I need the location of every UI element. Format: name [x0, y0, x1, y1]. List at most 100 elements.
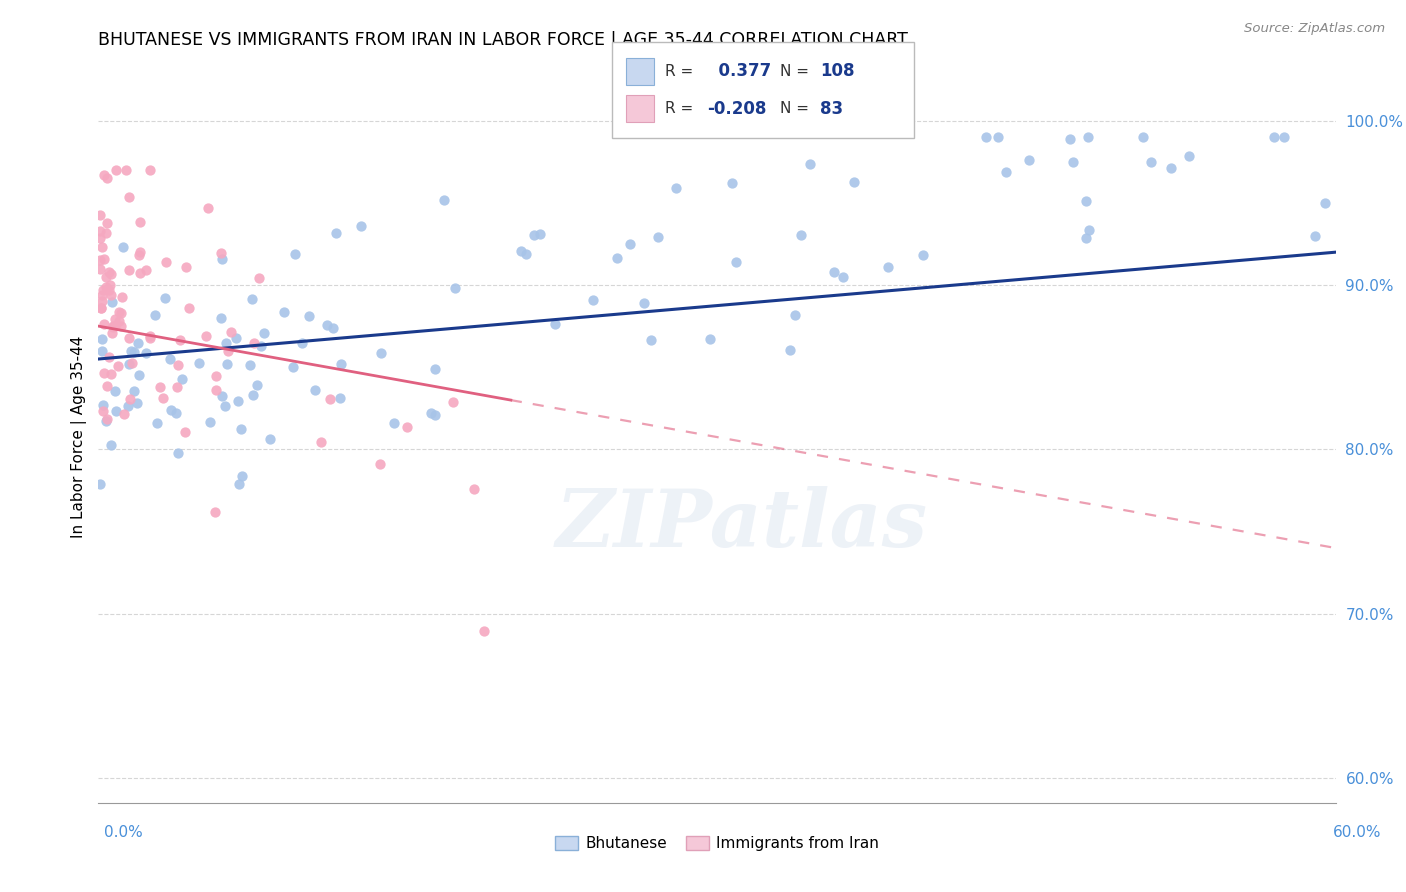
Point — [153, 291, 176, 305]
Point — [249, 270, 271, 285]
Point — [93, 366, 115, 380]
Point — [606, 252, 628, 266]
Point — [987, 130, 1010, 145]
Point — [229, 422, 252, 436]
Point — [510, 244, 533, 259]
Point — [111, 290, 134, 304]
Point — [239, 358, 262, 372]
Point — [665, 181, 688, 195]
Point — [1077, 222, 1099, 236]
Legend: Bhutanese, Immigrants from Iran: Bhutanese, Immigrants from Iran — [548, 830, 886, 857]
Point — [370, 346, 392, 360]
Point — [166, 358, 188, 372]
Point — [179, 301, 201, 315]
Point — [104, 404, 127, 418]
Point — [97, 284, 120, 298]
Point — [90, 301, 112, 315]
Point — [94, 414, 117, 428]
Point — [169, 334, 191, 348]
Point — [100, 438, 122, 452]
Point — [1074, 231, 1097, 245]
Point — [441, 395, 464, 409]
Point — [96, 412, 118, 426]
Point — [309, 435, 332, 450]
Text: 83: 83 — [820, 100, 842, 118]
Point — [699, 332, 721, 346]
Point — [93, 252, 115, 267]
Point — [633, 296, 655, 310]
Point — [304, 383, 326, 397]
Point — [91, 287, 114, 301]
Point — [1272, 130, 1295, 145]
Point — [101, 326, 124, 340]
Point — [1077, 130, 1099, 145]
Point — [259, 432, 281, 446]
Point — [395, 420, 418, 434]
Point — [96, 379, 118, 393]
Point — [329, 357, 352, 371]
Point — [96, 170, 118, 185]
Text: 108: 108 — [820, 62, 855, 80]
Point — [128, 368, 150, 382]
Point — [912, 248, 935, 262]
Point — [89, 223, 111, 237]
Point — [103, 312, 125, 326]
Point — [103, 318, 125, 333]
Point — [832, 270, 855, 285]
Point — [325, 227, 347, 241]
Point — [315, 318, 337, 332]
Point — [425, 409, 447, 423]
Point — [322, 321, 344, 335]
Point — [523, 227, 546, 242]
Point — [228, 477, 250, 491]
Point — [174, 260, 197, 274]
Point — [139, 329, 162, 343]
Point — [103, 319, 125, 334]
Point — [974, 130, 997, 145]
Point — [844, 175, 866, 189]
Point — [225, 331, 247, 345]
Point — [187, 356, 209, 370]
Point — [114, 163, 136, 178]
Point — [110, 318, 132, 333]
Point — [214, 399, 236, 413]
Point — [1018, 153, 1040, 168]
Point — [94, 280, 117, 294]
Point — [135, 262, 157, 277]
Point — [107, 359, 129, 373]
Point — [382, 416, 405, 430]
Point — [198, 415, 221, 429]
Point — [799, 157, 821, 171]
Point — [173, 425, 195, 439]
Point — [110, 306, 132, 320]
Point — [789, 227, 811, 242]
Point — [127, 336, 149, 351]
Point — [443, 281, 465, 295]
Point — [149, 379, 172, 393]
Point — [125, 396, 148, 410]
Point — [118, 262, 141, 277]
Point — [112, 407, 135, 421]
Point — [1059, 131, 1081, 145]
Point — [197, 201, 219, 215]
Text: ZIPatlas: ZIPatlas — [555, 486, 928, 564]
Point — [205, 369, 228, 384]
Point — [249, 339, 271, 353]
Point — [1315, 196, 1337, 211]
Point — [121, 356, 143, 370]
Point — [273, 305, 295, 319]
Point — [515, 247, 537, 261]
Point — [100, 367, 122, 381]
Point — [120, 344, 142, 359]
Point — [544, 317, 567, 331]
Point — [463, 482, 485, 496]
Point — [93, 169, 115, 183]
Text: R =: R = — [665, 64, 693, 78]
Text: N =: N = — [780, 64, 810, 78]
Text: -0.208: -0.208 — [707, 100, 766, 118]
Point — [139, 331, 162, 345]
Point — [128, 245, 150, 260]
Point — [172, 371, 194, 385]
Point — [195, 329, 218, 343]
Point — [91, 404, 114, 418]
